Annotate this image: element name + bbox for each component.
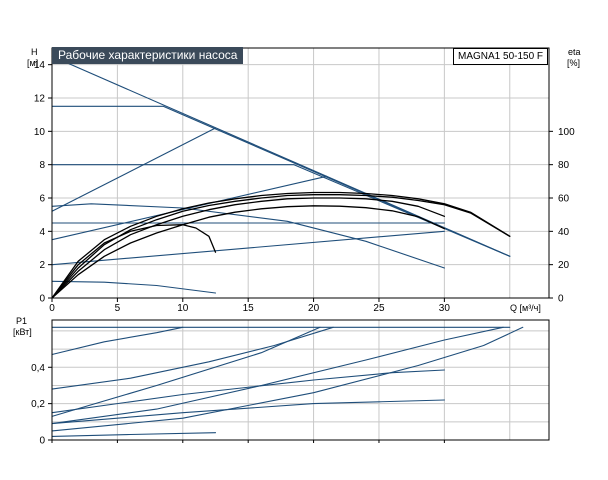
lower-frame	[51, 319, 550, 441]
flow-tick-label: 10	[177, 303, 189, 314]
head-tick-label: 2	[39, 260, 45, 271]
efficiency-curve	[51, 194, 511, 299]
upper-axes: 0 2 4 6 8 10 12 14 0 20 40 60 80 100 0 5 10 15 20 25 30	[34, 47, 575, 314]
power-curve	[51, 369, 445, 414]
efficiency-tick-label: 60	[558, 194, 570, 205]
lower-plot-area	[52, 320, 549, 440]
power-curve	[51, 326, 334, 390]
head-tick-label: 8	[39, 160, 45, 171]
efficiency-curve	[51, 197, 446, 299]
power-tick-label: 0,4	[31, 363, 45, 374]
flow-tick-label: 5	[115, 303, 121, 314]
power-tick-label: 0	[39, 436, 45, 447]
head-tick-label: 12	[34, 94, 46, 105]
flow-tick-label: 25	[373, 303, 385, 314]
efficiency-tick-label: 20	[558, 260, 570, 271]
power-curve	[51, 399, 445, 425]
head-curve	[51, 230, 445, 266]
power-curve	[51, 432, 217, 437]
head-tick-label: 10	[34, 127, 46, 138]
efficiency-axis-unit: [%]	[567, 58, 581, 68]
efficiency-tick-label: 100	[558, 127, 575, 138]
head-curve	[51, 105, 511, 257]
power-curve	[51, 326, 321, 417]
head-axis-label: H	[31, 47, 38, 57]
head-curve	[51, 127, 217, 212]
upper-curves	[51, 55, 511, 299]
head-tick-label: 6	[39, 194, 45, 205]
head-tick-label: 4	[39, 227, 45, 238]
head-curve	[51, 203, 445, 269]
efficiency-axis-label: eta	[568, 47, 581, 57]
upper-plot-area	[52, 48, 549, 298]
power-axis-label: P1	[16, 316, 28, 326]
efficiency-tick-label: 0	[558, 294, 564, 305]
head-tick-label: 14	[34, 60, 46, 71]
flow-axis-label: Q [м³/ч]	[510, 303, 541, 313]
efficiency-curve	[51, 191, 511, 299]
power-curve	[51, 326, 524, 432]
pump-model-label: MAGNA1 50-150 F	[453, 48, 549, 65]
power-curve	[51, 326, 504, 425]
efficiency-tick-label: 80	[558, 160, 570, 171]
power-axis-unit: [кВт]	[13, 327, 32, 337]
head-tick-label: 0	[39, 294, 45, 305]
flow-tick-label: 20	[308, 303, 320, 314]
efficiency-curve	[51, 224, 217, 299]
lower-curves	[51, 326, 524, 437]
power-tick-label: 0,2	[31, 399, 45, 410]
flow-tick-label: 0	[49, 303, 55, 314]
power-curve	[51, 326, 184, 356]
lower-axes: 0 0,2 0,4	[31, 319, 550, 447]
efficiency-tick-label: 40	[558, 227, 570, 238]
head-curve	[51, 280, 217, 294]
head-axis-unit: [м]	[27, 58, 39, 68]
upper-frame	[51, 47, 550, 299]
chart-title: Рабочие характеристики насоса	[52, 47, 244, 64]
flow-tick-label: 15	[243, 303, 255, 314]
efficiency-curve	[51, 205, 446, 299]
flow-tick-label: 30	[439, 303, 451, 314]
